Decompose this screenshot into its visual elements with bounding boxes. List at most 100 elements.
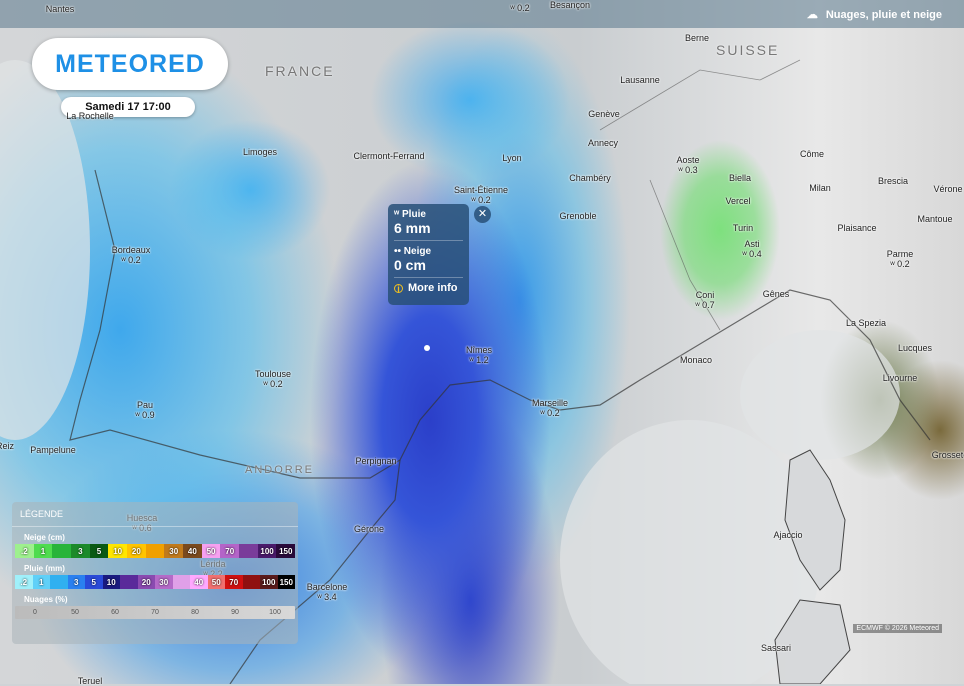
city-label[interactable]: Lucques	[898, 343, 932, 353]
snow-value: 0 cm	[394, 257, 426, 273]
rain-icon: ʷ	[540, 408, 548, 418]
more-info-link[interactable]: i More info	[394, 278, 463, 294]
city-label[interactable]: Clermont-Ferrand	[353, 151, 424, 161]
city-label[interactable]: Grenoble	[559, 211, 596, 221]
rain-scale-step: 3	[67, 575, 85, 589]
city-label[interactable]: Vercel	[725, 196, 750, 206]
location-marker[interactable]	[424, 345, 430, 351]
city-label[interactable]: Côme	[800, 149, 824, 159]
city-label[interactable]: Genève	[588, 109, 620, 119]
city-name: Barcelone	[306, 582, 348, 592]
city-label[interactable]: Coni ʷ 0.7	[695, 290, 714, 310]
city-label[interactable]: Bordeaux ʷ 0.2	[112, 245, 151, 265]
city-name: Pampelune	[30, 445, 76, 455]
city-label[interactable]: Toulouse ʷ 0.2	[255, 369, 291, 389]
city-label[interactable]: Nîmes ʷ 1.2	[466, 345, 492, 365]
city-label[interactable]: Turin	[733, 223, 753, 233]
city-label[interactable]: ʷ 0.2	[510, 3, 529, 13]
city-label[interactable]: Teruel	[78, 676, 103, 686]
city-label[interactable]: Lyon	[502, 153, 521, 163]
rain-scale-label: Pluie (mm)	[24, 564, 65, 573]
city-label[interactable]: Pau ʷ 0.9	[135, 400, 154, 420]
cloud-rain-snow-icon: ☁	[806, 9, 818, 21]
more-info-label: More info	[408, 282, 458, 294]
credit: ECMWF © 2026 Meteored	[853, 624, 942, 633]
city-name: Grosseto	[931, 450, 964, 460]
meteored-logo[interactable]: METEORED	[32, 38, 228, 90]
city-label[interactable]: Besançon	[550, 0, 590, 10]
city-label[interactable]: La Spezia	[846, 318, 886, 328]
city-label[interactable]: Grosseto	[932, 450, 964, 460]
rain-value: 6 mm	[394, 220, 431, 236]
precip-amount: 0.2	[897, 259, 910, 269]
city-name: Teruel	[77, 676, 103, 686]
city-name: Bordeaux	[111, 245, 151, 255]
rain-scale-step: 20	[137, 575, 155, 589]
forecast-date[interactable]: Samedi 17 17:00	[61, 97, 195, 117]
snow-scale-step: 5	[89, 544, 109, 558]
snow-scale-step: 20	[127, 544, 146, 558]
close-icon[interactable]: ✕	[474, 206, 491, 223]
city-label[interactable]: Perpignan	[355, 456, 396, 466]
city-name: Vercel	[725, 196, 751, 206]
city-label[interactable]: Marseille ʷ 0.2	[532, 398, 568, 418]
cloud-scale-step: 100	[269, 609, 281, 616]
city-label[interactable]: Vérone	[933, 184, 962, 194]
precip-value: ʷ 0.4	[742, 249, 761, 259]
city-label[interactable]: Livourne	[883, 373, 918, 383]
city-label[interactable]: La Rochelle	[66, 111, 114, 121]
city-label[interactable]: Parme ʷ 0.2	[887, 249, 914, 269]
city-label[interactable]: Milan	[809, 183, 831, 193]
city-label[interactable]: Chambéry	[569, 173, 611, 183]
precip-amount: 0.3	[685, 165, 698, 175]
city-name: Besançon	[549, 0, 591, 10]
city-label[interactable]: Annecy	[588, 138, 618, 148]
layer-selector[interactable]: ☁ Nuages, pluie et neige	[806, 8, 942, 22]
city-label[interactable]: Limoges	[243, 147, 277, 157]
snow-scale: .2 1 3 5 10 20 30 40 50 70 100 150	[15, 544, 296, 558]
cloud-scale-label: Nuages (%)	[24, 595, 68, 604]
precip-value: ʷ 0.2	[112, 255, 151, 265]
city-label[interactable]: Brescia	[878, 176, 908, 186]
city-label[interactable]: Pampelune	[30, 445, 76, 455]
snow-scale-step: 40	[183, 544, 202, 558]
snow-scale-label: Neige (cm)	[24, 533, 65, 542]
city-label[interactable]: Saint-Étienne ʷ 0.2	[454, 185, 508, 205]
city-label[interactable]: Berne	[685, 33, 709, 43]
precip-amount: 0.4	[749, 249, 762, 259]
rain-scale-step: 150	[277, 575, 295, 589]
city-name: Annecy	[587, 138, 619, 148]
snow-scale-step: 3	[71, 544, 90, 558]
precip-amount: 0.2	[128, 255, 141, 265]
city-name: Parme	[886, 249, 914, 259]
precip-value: ʷ 1.2	[466, 355, 492, 365]
city-label[interactable]: Biella	[729, 173, 751, 183]
rain-scale-step: 70	[225, 575, 243, 589]
city-name: Vérone	[933, 184, 963, 194]
rain-icon: ʷ	[135, 410, 143, 420]
city-label[interactable]: Asti ʷ 0.4	[742, 239, 761, 259]
city-label[interactable]: Mantoue	[917, 214, 952, 224]
city-name: Coni	[695, 290, 715, 300]
city-label[interactable]: Ajaccio	[773, 530, 802, 540]
city-name: Turin	[732, 223, 754, 233]
city-name: Genève	[588, 109, 620, 119]
city-label[interactable]: Gérone	[354, 524, 384, 534]
city-label[interactable]: Gênes	[763, 289, 790, 299]
rain-scale-step	[50, 575, 68, 589]
rain-scale-step: 30	[155, 575, 173, 589]
precip-value: ʷ 0.2	[454, 195, 508, 205]
city-name: La Rochelle	[66, 111, 114, 121]
city-label[interactable]: Aoste ʷ 0.3	[676, 155, 699, 175]
city-label[interactable]: Barcelone ʷ 3.4	[307, 582, 348, 602]
city-label[interactable]: Lausanne	[620, 75, 660, 85]
city-label[interactable]: Sassari	[761, 643, 791, 653]
precip-value: ʷ 0.2	[255, 379, 291, 389]
city-label[interactable]: Nantes	[46, 4, 75, 14]
precip-value: ʷ 0.2	[510, 3, 529, 13]
city-name: Perpignan	[355, 456, 397, 466]
city-label[interactable]: Monaco	[680, 355, 712, 365]
city-label[interactable]: Plaisance	[837, 223, 876, 233]
city-label[interactable]: Reiz	[0, 441, 14, 451]
rain-label: Pluie	[402, 209, 426, 220]
